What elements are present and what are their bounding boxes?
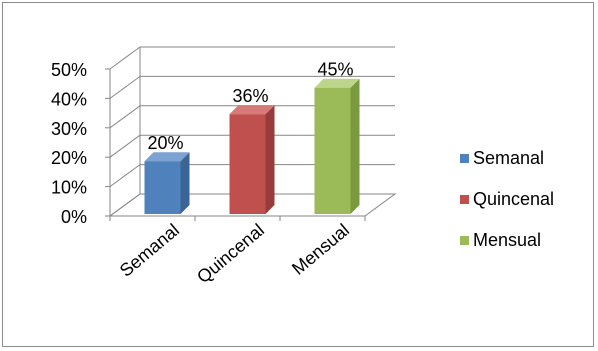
legend-swatch-mensual xyxy=(460,236,469,245)
side-wall-line xyxy=(109,105,141,129)
chart-frame xyxy=(2,2,594,347)
side-wall-line xyxy=(109,134,141,158)
bar-semanal xyxy=(144,161,181,214)
bar-side-mensual xyxy=(350,78,360,214)
legend-swatch-quincenal xyxy=(460,195,469,204)
bar-side-quincenal xyxy=(265,105,275,214)
legend-item-quincenal: Quincenal xyxy=(460,189,590,210)
bar-mensual xyxy=(314,87,351,214)
data-label-quincenal: 36% xyxy=(232,86,268,106)
bar-side-semanal xyxy=(180,152,190,214)
data-label-semanal: 20% xyxy=(147,133,183,153)
y-tick-label: 20% xyxy=(51,148,87,168)
bar-top-quincenal xyxy=(229,105,275,115)
legend-label-quincenal: Quincenal xyxy=(473,189,555,209)
legend-item-semanal: Semanal xyxy=(460,148,590,169)
y-tick-label: 40% xyxy=(51,89,87,109)
y-tick-label: 0% xyxy=(61,207,87,227)
side-wall-line xyxy=(109,46,141,70)
legend-item-mensual: Mensual xyxy=(460,230,590,251)
chart-legend: Semanal Quincenal Mensual xyxy=(460,148,590,272)
x-tick-label-semanal: Semanal xyxy=(116,220,183,281)
y-tick-label: 30% xyxy=(51,119,87,139)
data-label-mensual: 45% xyxy=(317,60,353,80)
y-tick-label: 10% xyxy=(51,178,87,198)
side-wall-line xyxy=(109,75,141,99)
bar-quincenal xyxy=(229,114,266,214)
legend-label-semanal: Semanal xyxy=(473,148,545,168)
legend-label-mensual: Mensual xyxy=(473,230,542,250)
bar-top-mensual xyxy=(314,78,360,88)
bar-top-semanal xyxy=(144,152,190,162)
y-tick-label: 50% xyxy=(51,60,87,80)
legend-swatch-semanal xyxy=(460,154,469,163)
x-tick-label-mensual: Mensual xyxy=(288,220,353,279)
side-wall-line xyxy=(109,164,141,188)
x-tick-label-quincenal: Quincenal xyxy=(193,220,268,287)
